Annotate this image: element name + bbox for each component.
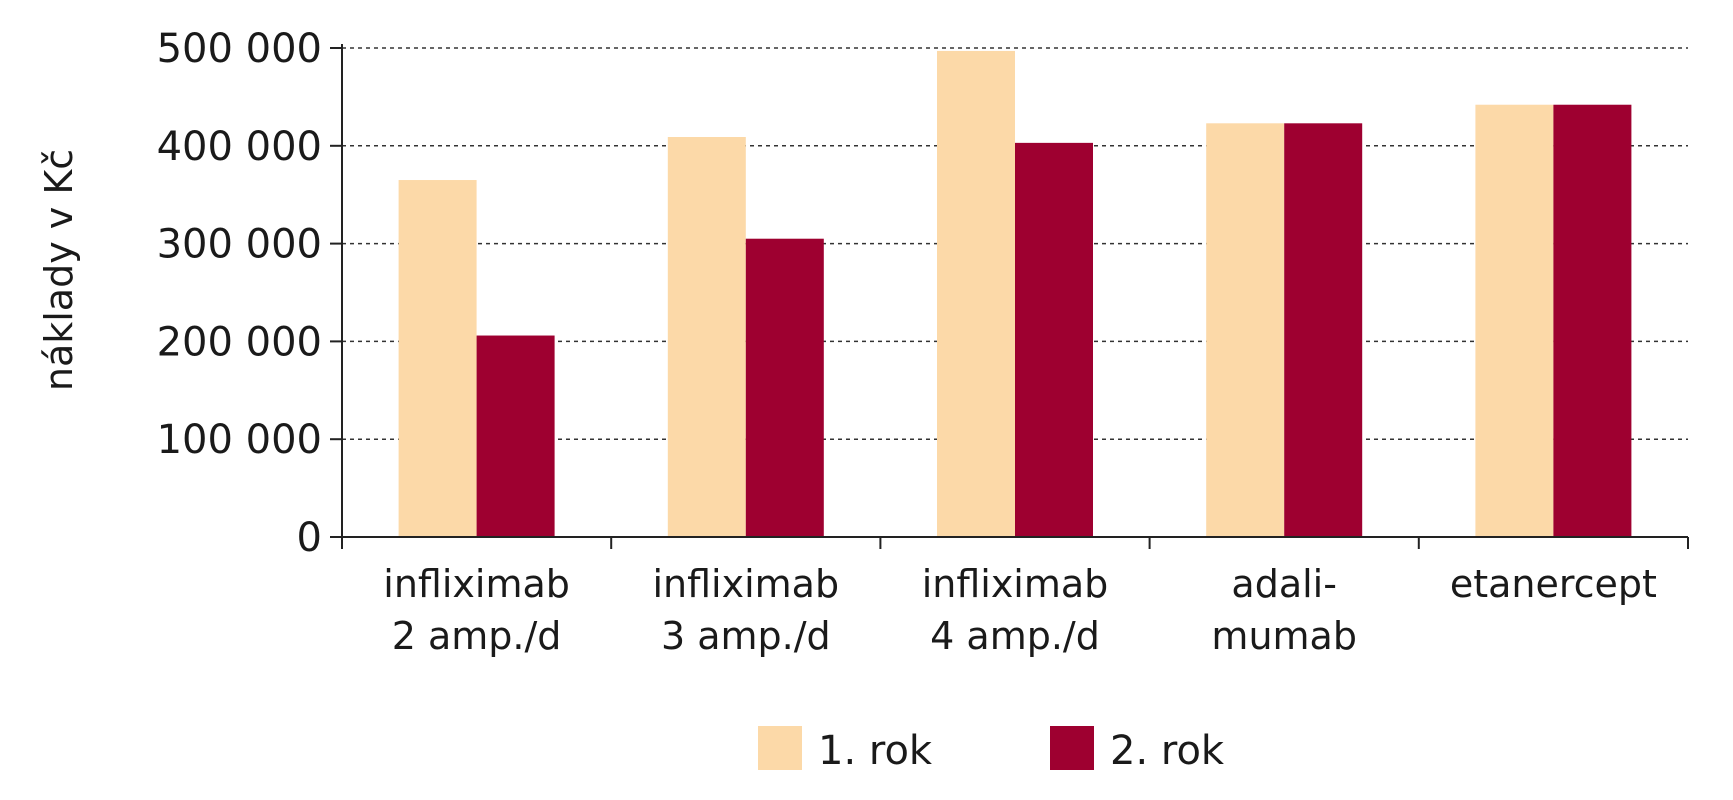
x-category-label: infliximab 2 amp./d xyxy=(383,562,570,658)
bar-1 xyxy=(398,180,477,537)
bar-1 xyxy=(1475,104,1554,537)
bar-1 xyxy=(667,136,746,538)
legend-label: 2. rok xyxy=(1110,728,1225,774)
legend-swatch xyxy=(758,726,802,770)
legend: 1. rok 2. rok xyxy=(758,726,1225,774)
x-category-label: etanercept xyxy=(1450,562,1657,606)
y-tick-label: 100 000 xyxy=(157,417,322,463)
x-category-label: infliximab 3 amp./d xyxy=(652,562,839,658)
axes xyxy=(330,44,1689,549)
y-tick-label: 300 000 xyxy=(157,222,322,268)
y-tick-label: 500 000 xyxy=(157,26,322,72)
y-axis-title: náklady v Kč xyxy=(37,149,81,391)
bar-2 xyxy=(1015,142,1093,537)
x-category-label: infliximab 4 amp./d xyxy=(922,562,1109,658)
legend-swatch xyxy=(1050,726,1094,770)
y-tick-label: 200 000 xyxy=(157,319,322,365)
x-category-labels: infliximab 2 amp./d infliximab 3 amp./d infl… xyxy=(383,562,1657,658)
y-tick-label: 400 000 xyxy=(157,124,322,170)
x-category-label: adali-mumab xyxy=(1211,562,1357,658)
legend-label: 1. rok xyxy=(818,728,933,774)
bar-1 xyxy=(937,50,1015,538)
bar-2 xyxy=(476,335,555,537)
bar-1 xyxy=(1206,123,1285,537)
bar-2 xyxy=(1284,123,1363,537)
bars xyxy=(398,50,1632,538)
bar-2 xyxy=(1553,104,1632,537)
y-tick-labels: 0 100 000 200 000 300 000 400 000 500 000 xyxy=(157,26,322,561)
y-tick-label: 0 xyxy=(297,515,322,561)
bar-2 xyxy=(745,238,824,537)
